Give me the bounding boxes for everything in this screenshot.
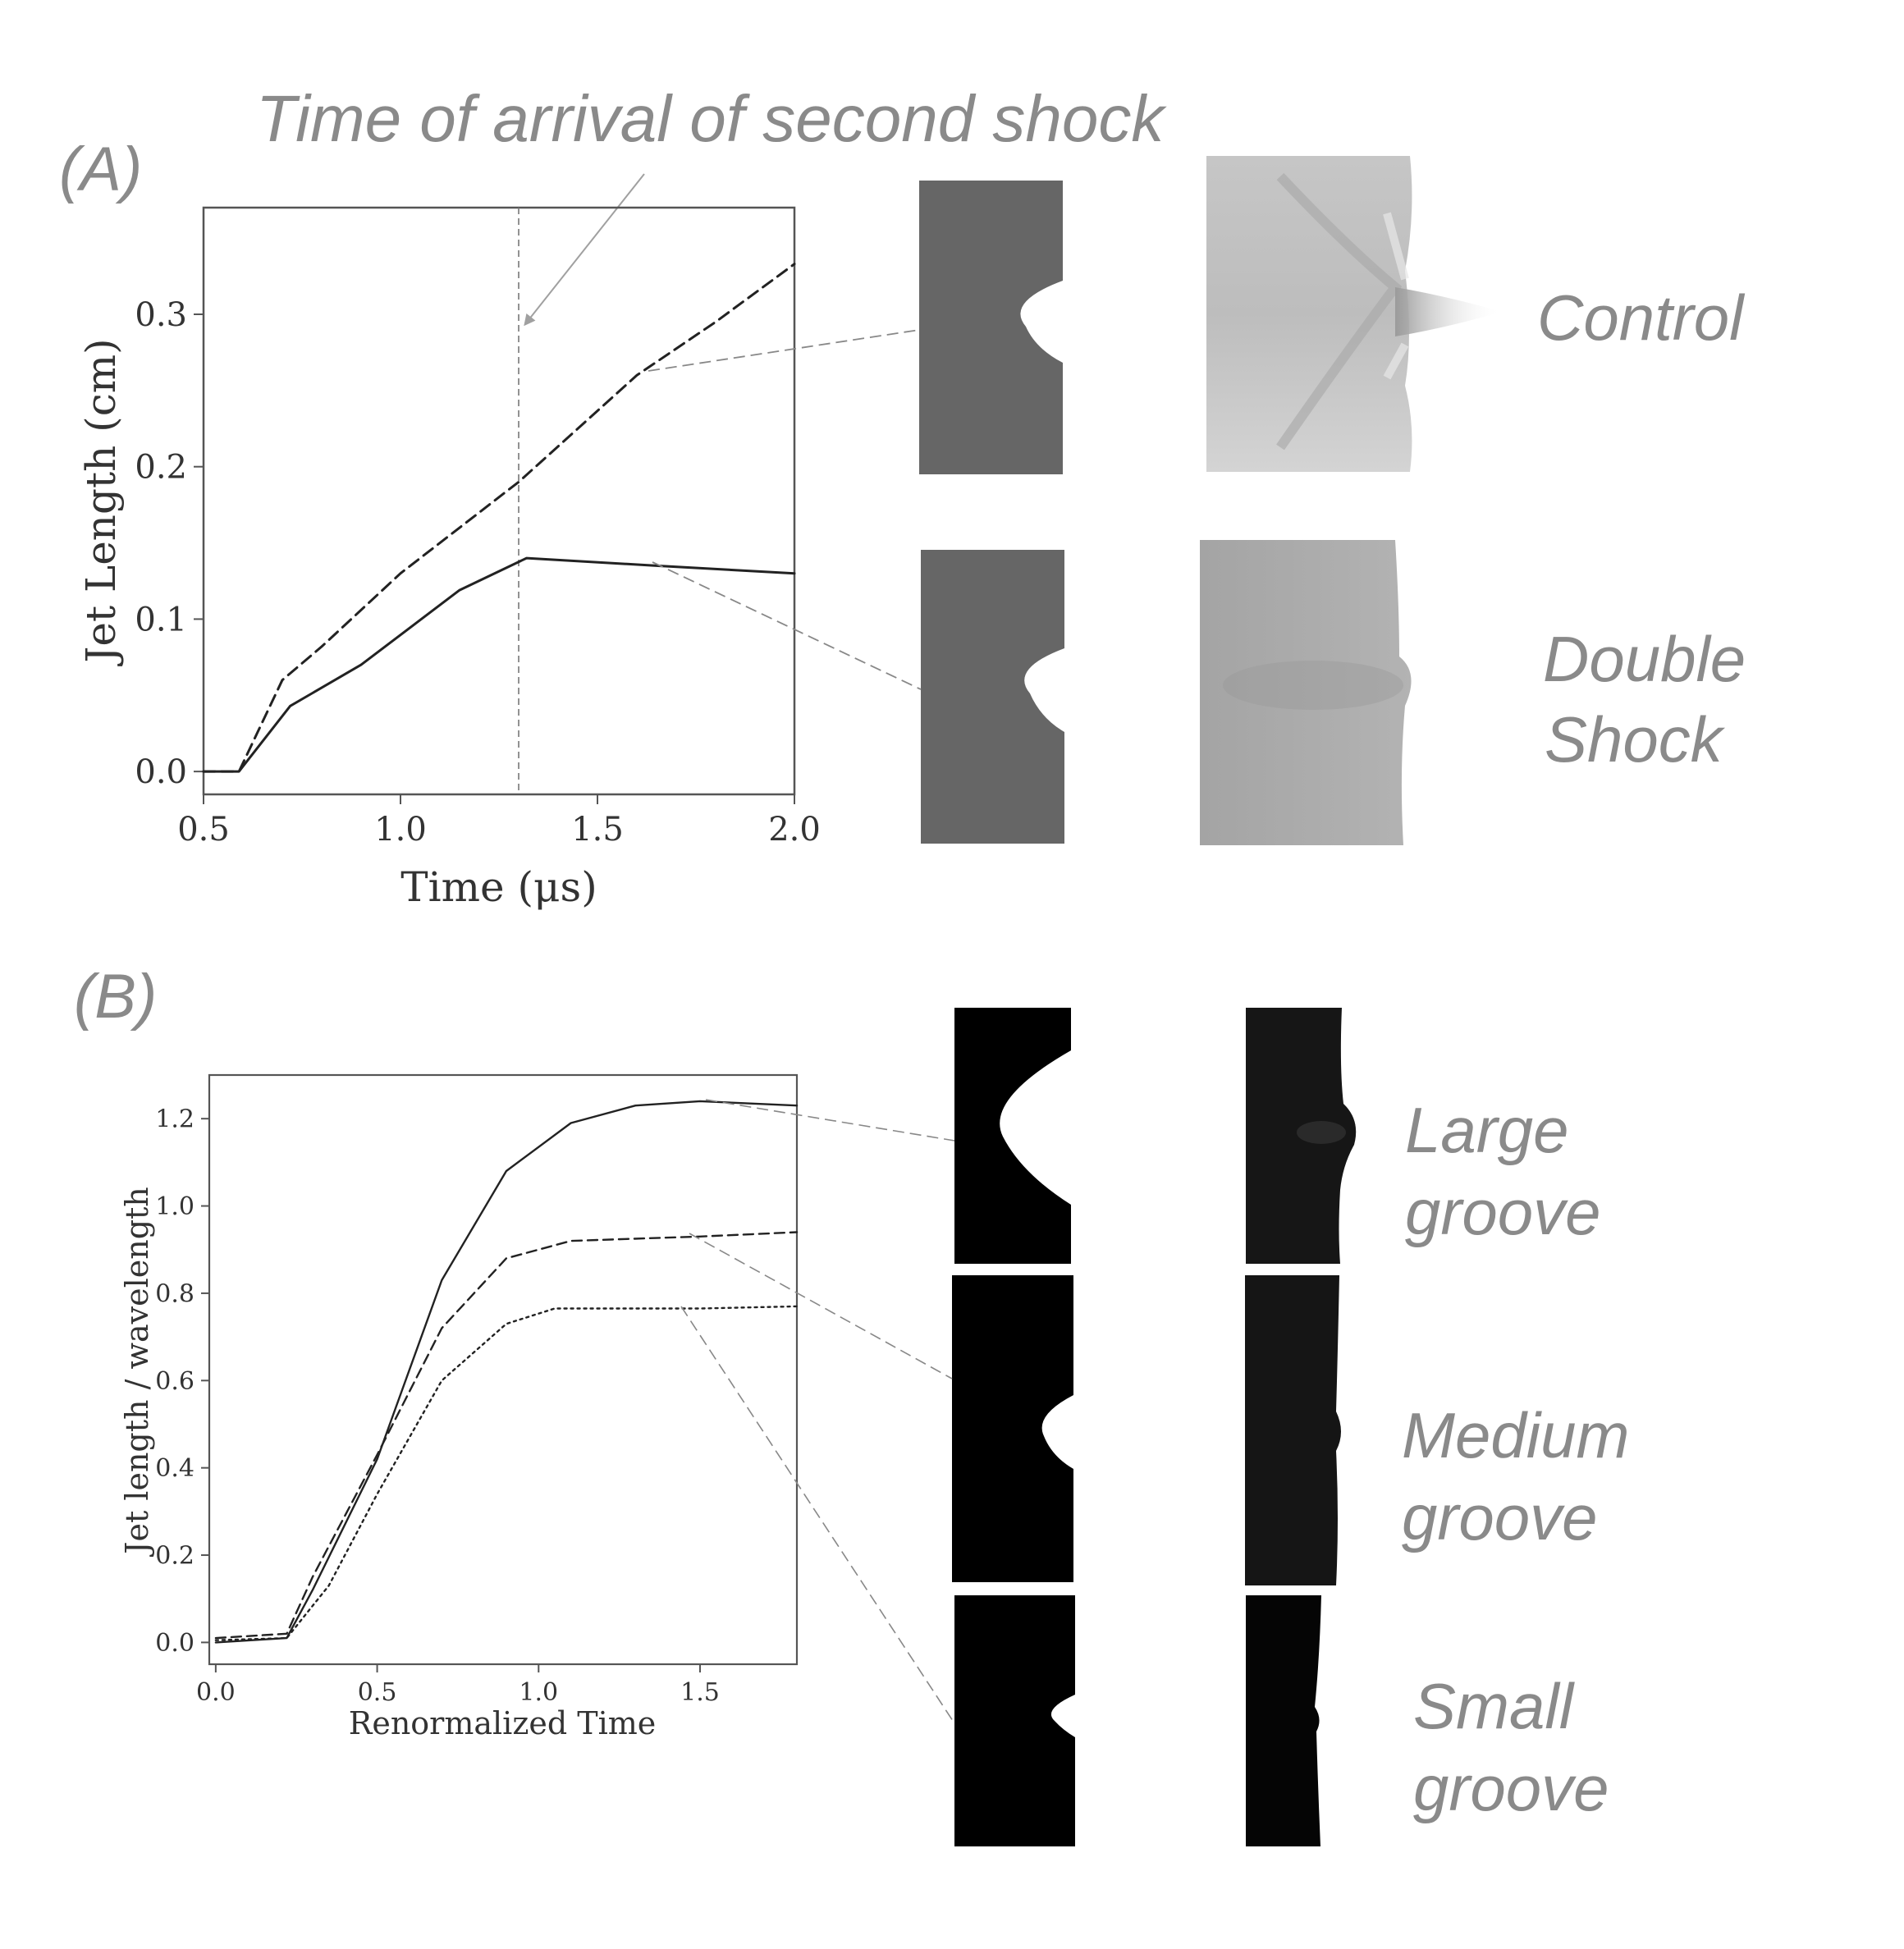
large-groove-jet-image	[1246, 1008, 1357, 1264]
series-line-dotted	[214, 1305, 799, 1641]
series-line-solid	[202, 556, 796, 773]
chart-b-xlabel: Renormalized Time	[349, 1705, 657, 1741]
y-tick-label: 0.0	[135, 753, 187, 791]
large-groove-shape	[954, 1008, 1071, 1264]
double-shock-jet-image	[1200, 540, 1412, 845]
double-shock-groove-shape	[921, 550, 1064, 844]
chart-a-xlabel: Time (μs)	[400, 863, 597, 911]
control-label: Control	[1537, 281, 1746, 354]
medium-groove-label-line2: groove	[1402, 1481, 1598, 1553]
x-tick-label: 2.0	[768, 811, 821, 849]
y-tick-label: 0.3	[135, 296, 187, 334]
series-line-dashed	[214, 1231, 799, 1640]
y-tick-label: 0.8	[155, 1279, 195, 1308]
medium-groove-jet-image	[1245, 1275, 1341, 1585]
x-tick-label: 1.0	[374, 811, 427, 849]
small-groove-shape	[954, 1595, 1075, 1846]
y-tick-label: 1.0	[155, 1192, 195, 1221]
series-line-dashed	[202, 263, 796, 773]
y-tick-label: 0.4	[155, 1454, 195, 1483]
series-line-solid	[214, 1100, 799, 1644]
panel-b-label: (B)	[74, 962, 157, 1032]
medium-groove-shape	[952, 1275, 1073, 1582]
y-tick-label: 0.6	[155, 1367, 195, 1396]
connector-control	[648, 329, 920, 372]
y-tick-label: 0.2	[155, 1542, 195, 1571]
x-tick-label: 1.5	[571, 811, 624, 849]
x-tick-label: 1.0	[519, 1678, 558, 1707]
connector-double-shock	[652, 561, 922, 690]
panel-b: (B) 0.0 0.5 1.0 1.5 0.0 0.2 0.4 0.6 0.8 1.0 1.2 Re…	[74, 962, 1629, 1846]
connector-small	[680, 1306, 955, 1724]
double-shock-label-line1: Double	[1543, 623, 1746, 695]
small-groove-label-line1: Small	[1413, 1670, 1576, 1742]
chart-b: 0.0 0.5 1.0 1.5 0.0 0.2 0.4 0.6 0.8 1.0 1.2 Renorm…	[119, 1073, 799, 1741]
second-shock-annotation: Time of arrival of second shock	[256, 82, 1167, 155]
annotation-arrow	[524, 173, 645, 327]
medium-groove-label-line1: Medium	[1402, 1399, 1629, 1471]
panel-a-label: (A)	[59, 135, 142, 204]
connector-medium	[689, 1233, 953, 1379]
chart-a-ylabel: Jet Length (cm)	[77, 338, 125, 666]
panel-a: (A) Time of arrival of second shock 0.5 1…	[59, 82, 1746, 911]
chart-a: 0.5 1.0 1.5 2.0 0.0 0.1 0.2 0.3 Time (μs) Jet L…	[77, 206, 821, 911]
small-groove-jet-image	[1246, 1595, 1321, 1846]
y-tick-label: 1.2	[155, 1105, 195, 1134]
large-groove-label-line2: groove	[1405, 1176, 1601, 1248]
y-tick-label: 0.2	[135, 449, 187, 487]
y-tick-label: 0.0	[155, 1629, 195, 1658]
connector-large	[705, 1099, 955, 1141]
chart-b-frame	[208, 1073, 799, 1666]
large-groove-label-line1: Large	[1405, 1094, 1569, 1166]
x-tick-label: 1.5	[680, 1678, 720, 1707]
x-tick-label: 0.0	[196, 1678, 236, 1707]
chart-b-ylabel: Jet length / wavelength	[119, 1187, 155, 1558]
control-jet-image	[1206, 156, 1502, 472]
y-tick-label: 0.1	[135, 601, 187, 638]
double-shock-label-line2: Shock	[1545, 703, 1726, 775]
x-tick-label: 0.5	[358, 1678, 397, 1707]
small-groove-label-line2: groove	[1413, 1752, 1609, 1824]
chart-a-frame	[202, 206, 796, 796]
x-tick-label: 0.5	[177, 811, 230, 849]
control-groove-shape	[919, 181, 1063, 474]
